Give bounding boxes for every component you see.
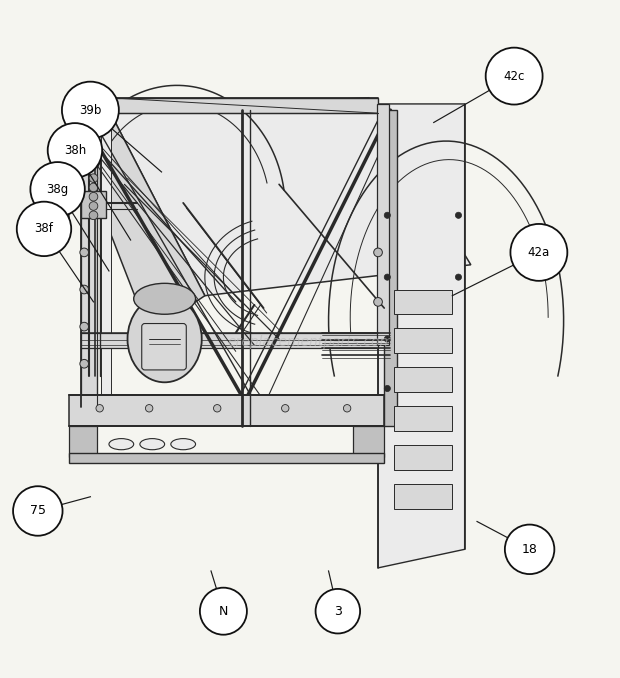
Polygon shape <box>384 110 397 426</box>
Ellipse shape <box>140 439 165 450</box>
Circle shape <box>505 525 554 574</box>
Circle shape <box>213 405 221 412</box>
Circle shape <box>374 298 383 306</box>
Ellipse shape <box>171 439 195 450</box>
Polygon shape <box>109 98 378 113</box>
FancyBboxPatch shape <box>142 323 186 370</box>
Polygon shape <box>378 104 464 568</box>
Text: 18: 18 <box>521 543 538 556</box>
Circle shape <box>455 212 461 218</box>
Circle shape <box>455 274 461 280</box>
Circle shape <box>343 405 351 412</box>
Polygon shape <box>101 119 111 407</box>
Circle shape <box>13 486 63 536</box>
Circle shape <box>80 285 89 294</box>
Circle shape <box>384 385 391 392</box>
Circle shape <box>17 201 71 256</box>
Polygon shape <box>394 328 452 353</box>
Text: ereplacementparts.com: ereplacementparts.com <box>227 335 393 349</box>
Polygon shape <box>394 406 452 431</box>
Circle shape <box>48 123 102 178</box>
Circle shape <box>146 405 153 412</box>
Ellipse shape <box>128 296 202 382</box>
Polygon shape <box>81 119 97 407</box>
Polygon shape <box>81 333 378 348</box>
Circle shape <box>89 193 98 201</box>
Circle shape <box>384 336 391 342</box>
Circle shape <box>200 588 247 635</box>
Circle shape <box>374 248 383 257</box>
Circle shape <box>62 81 119 138</box>
Polygon shape <box>394 445 452 470</box>
Polygon shape <box>69 454 384 462</box>
Text: 42a: 42a <box>528 246 550 259</box>
Ellipse shape <box>109 439 134 450</box>
Circle shape <box>316 589 360 633</box>
Circle shape <box>89 211 98 220</box>
Circle shape <box>281 405 289 412</box>
Text: 38h: 38h <box>64 144 86 157</box>
Polygon shape <box>377 104 389 345</box>
Circle shape <box>30 162 85 216</box>
Circle shape <box>89 201 98 210</box>
Circle shape <box>89 183 98 192</box>
Circle shape <box>80 322 89 331</box>
Text: 38g: 38g <box>46 183 69 196</box>
Polygon shape <box>353 426 384 456</box>
Polygon shape <box>394 290 452 315</box>
Polygon shape <box>63 110 205 333</box>
Text: N: N <box>219 605 228 618</box>
Circle shape <box>80 359 89 368</box>
Polygon shape <box>109 98 471 296</box>
Text: 3: 3 <box>334 605 342 618</box>
Circle shape <box>510 224 567 281</box>
Circle shape <box>384 274 391 280</box>
Ellipse shape <box>134 283 195 315</box>
Circle shape <box>384 212 391 218</box>
Text: 39b: 39b <box>79 104 102 117</box>
Polygon shape <box>69 395 384 426</box>
Circle shape <box>96 405 104 412</box>
Polygon shape <box>394 484 452 509</box>
Circle shape <box>485 47 542 104</box>
Text: 42c: 42c <box>503 70 525 83</box>
Text: 75: 75 <box>30 504 46 517</box>
Polygon shape <box>81 191 106 218</box>
Circle shape <box>80 248 89 257</box>
Polygon shape <box>394 367 452 392</box>
Polygon shape <box>69 426 97 456</box>
Text: 38f: 38f <box>35 222 53 235</box>
Circle shape <box>89 174 98 182</box>
